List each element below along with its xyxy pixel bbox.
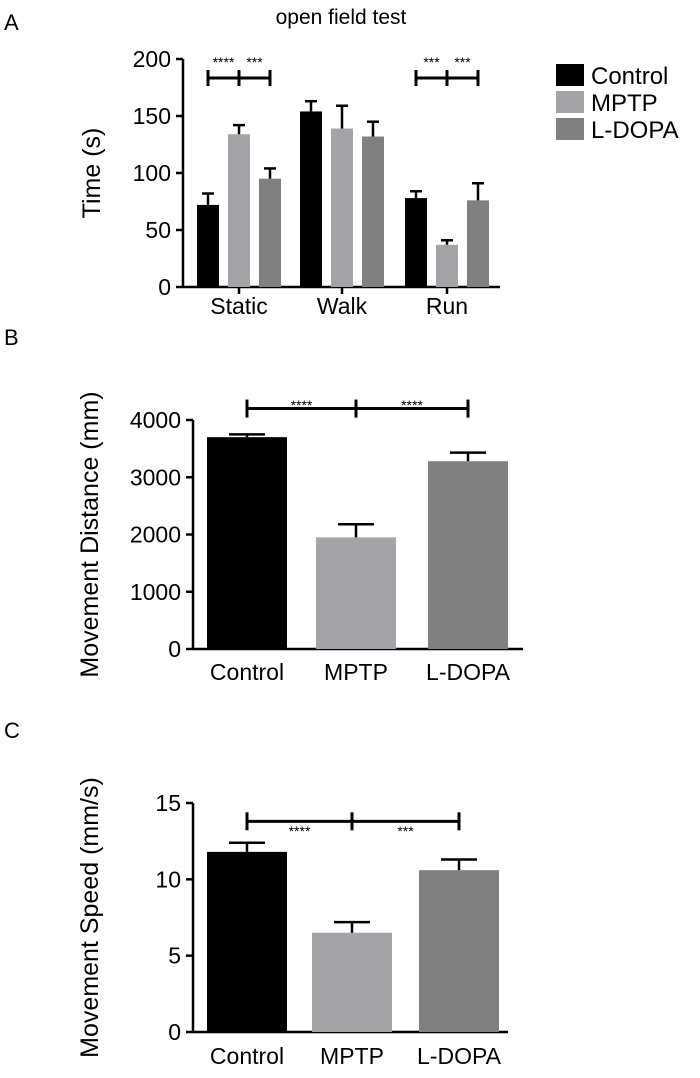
legend-swatch <box>556 64 584 86</box>
panel-b-bar-ldopa <box>428 461 508 649</box>
panel-a-significance-stars: *** <box>423 54 440 70</box>
panel-c-category-label: Control <box>210 1043 284 1069</box>
panel-c: C 0 5 10 15 Movement Speed (mm/s) Control MPTP L… <box>4 718 508 1069</box>
panel-b-y-tick-label: 0 <box>168 636 181 662</box>
panel-a-category-label: Static <box>210 293 268 319</box>
panel-b-significance-stars: **** <box>401 397 423 413</box>
panel-b-bar-control <box>207 437 287 649</box>
panel-b-y-tick-label: 4000 <box>130 407 181 433</box>
legend-label: L-DOPA <box>591 117 679 144</box>
panel-c-y-tick-label: 15 <box>155 790 181 816</box>
panel-a-y-tick-label: 100 <box>133 160 171 186</box>
legend-label: Control <box>591 63 668 90</box>
panel-c-y-tick-label: 0 <box>168 1019 181 1045</box>
panel-a-significance-stars: *** <box>246 54 263 70</box>
panel-c-y-tick-label: 5 <box>168 943 181 969</box>
panel-a-y-tick-label: 200 <box>133 46 171 72</box>
panel-b-significance-stars: **** <box>291 397 313 413</box>
panel-a-significance-stars: **** <box>213 54 235 70</box>
legend-label: MPTP <box>591 90 658 117</box>
panel-a-category-label: Run <box>426 293 468 319</box>
panel-c-y-tick-label: 10 <box>155 866 181 892</box>
panel-a-bar-run-ldopa <box>467 200 489 287</box>
panel-c-bar-mptp <box>312 932 392 1032</box>
panel-a-bar-static-mptp <box>228 134 250 287</box>
panel-c-significance-stars: **** <box>289 823 311 839</box>
panel-b-category-label: Control <box>210 659 284 685</box>
panel-a-y-tick-label: 50 <box>145 217 171 243</box>
panel-a-letter: A <box>4 10 19 35</box>
panel-b-bar-mptp <box>316 537 396 649</box>
panel-c-bar-control <box>207 851 287 1032</box>
panel-b-y-axis-label: Movement Distance (mm) <box>76 391 104 677</box>
panel-b-y-tick-label: 3000 <box>130 464 181 490</box>
panel-a-y-axis-label: Time (s) <box>78 128 106 219</box>
panel-a-y-tick-label: 0 <box>158 274 171 300</box>
panel-b-category-label: MPTP <box>324 659 388 685</box>
panel-a-bar-run-control <box>405 198 427 287</box>
panel-a-category-label: Walk <box>317 293 368 319</box>
panel-b-letter: B <box>4 325 19 350</box>
panel-a-y-tick-label: 150 <box>133 103 171 129</box>
panel-b: B 0 1000 2000 3000 4000 Movement Distance (mm)… <box>4 325 523 685</box>
panel-c-significance-stars: *** <box>397 823 414 839</box>
panel-c-y-axis-label: Movement Speed (mm/s) <box>76 777 104 1058</box>
panel-c-bar-ldopa <box>419 870 499 1032</box>
panel-a-bar-run-mptp <box>436 244 458 287</box>
panel-a-bar-walk-control <box>300 111 322 287</box>
panel-a-title: open field test <box>276 6 407 29</box>
panel-a-bar-walk-mptp <box>331 128 353 287</box>
panel-a-bar-static-control <box>197 204 219 287</box>
panel-b-category-label: L-DOPA <box>426 659 511 685</box>
legend-swatch <box>556 91 584 113</box>
panel-a-significance-stars: *** <box>454 54 471 70</box>
panel-c-letter: C <box>4 718 20 743</box>
panel-c-category-label: L-DOPA <box>417 1043 502 1069</box>
panel-b-y-tick-label: 1000 <box>130 579 181 605</box>
legend-swatch <box>556 118 584 140</box>
panel-a-bar-walk-ldopa <box>362 136 384 287</box>
panel-b-y-tick-label: 2000 <box>130 522 181 548</box>
panel-a-bar-static-ldopa <box>259 178 281 287</box>
panel-c-category-label: MPTP <box>320 1043 384 1069</box>
